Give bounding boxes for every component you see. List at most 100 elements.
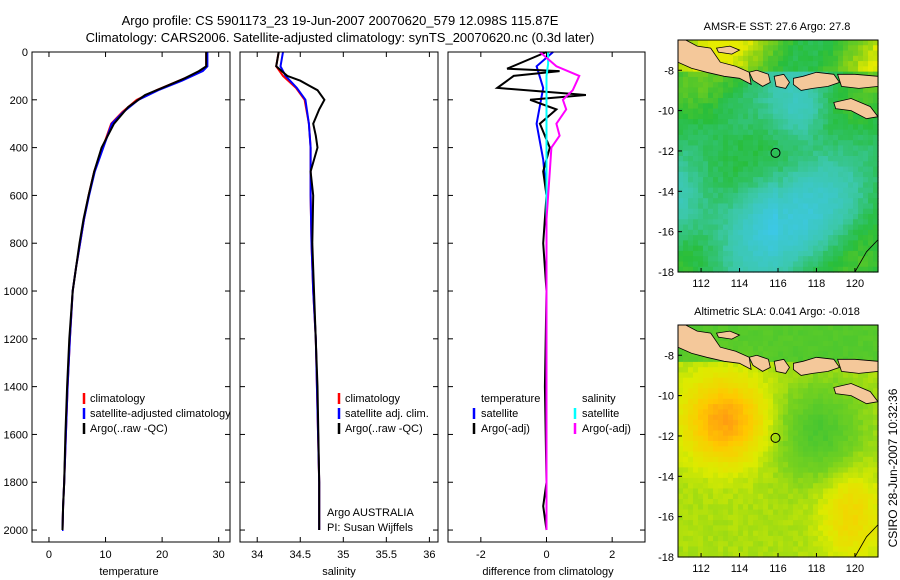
map-cell [868, 383, 874, 389]
map-cell [833, 150, 839, 157]
map-cell [753, 55, 759, 62]
map-cell [713, 409, 719, 416]
map-cell [698, 187, 704, 194]
map-cell [818, 145, 824, 152]
legend-satellite-adjusted: satellite-adjusted climatology [90, 408, 231, 420]
map-cell [803, 224, 809, 231]
y-tick-label: 1400 [4, 382, 28, 394]
map-cell [713, 325, 719, 331]
map-cell [828, 398, 834, 405]
map-cell [773, 488, 779, 495]
map-cell [743, 393, 749, 400]
map-cell [808, 214, 814, 220]
y-tick-label: 400 [10, 143, 28, 155]
map-cell [858, 261, 864, 268]
map-cell [743, 483, 749, 490]
map-cell [803, 330, 809, 337]
map-cell [723, 229, 729, 236]
map-cell [678, 372, 684, 379]
map-cell [823, 398, 829, 405]
map-cell [813, 124, 819, 131]
map-cell [783, 55, 789, 62]
map-cell [723, 156, 729, 162]
map-cell [703, 140, 709, 147]
map-cell [678, 520, 684, 526]
map-cell [863, 171, 869, 178]
map-cell [853, 477, 859, 484]
map-cell [758, 50, 764, 57]
map-cell [708, 419, 714, 426]
map-cell [808, 404, 814, 410]
map-cell [833, 177, 839, 183]
map-cell [853, 55, 859, 62]
map-cell [758, 103, 764, 110]
map-cell [708, 103, 714, 110]
map-cell [768, 335, 774, 342]
map-cell [678, 171, 684, 178]
x-tick-label: 120 [846, 278, 864, 290]
map-cell [783, 61, 789, 67]
map-cell [833, 214, 839, 220]
map-cell [848, 240, 854, 247]
map-cell [698, 541, 704, 548]
map-cell [743, 335, 749, 342]
map-cell [748, 393, 754, 400]
map-cell [778, 335, 784, 342]
map-cell [728, 161, 734, 168]
map-cell [693, 240, 699, 247]
map-cell [698, 208, 704, 215]
map-cell [823, 467, 829, 474]
map-cell [753, 250, 759, 257]
map-cell [823, 187, 829, 194]
map-cell [833, 404, 839, 410]
map-cell [828, 335, 834, 342]
map-cell [768, 361, 774, 368]
map-cell [693, 134, 699, 141]
map-cell [783, 219, 789, 226]
map-cell [753, 551, 759, 558]
map-cell [698, 203, 704, 210]
map-cell [868, 541, 874, 548]
map-cell [733, 76, 739, 83]
map-cell [838, 504, 844, 511]
map-cell [788, 113, 794, 120]
map-cell [843, 514, 849, 521]
map-cell [868, 346, 874, 352]
map-cell [778, 340, 784, 347]
map-cell [678, 245, 684, 252]
map-cell [768, 340, 774, 347]
map-cell [773, 493, 779, 500]
map-cell [723, 187, 729, 194]
map-cell [868, 55, 874, 62]
map-cell [678, 514, 684, 521]
map-cell [733, 203, 739, 210]
map-cell [798, 430, 804, 437]
map-cell [853, 430, 859, 437]
map-cell [768, 161, 774, 168]
map-cell [833, 198, 839, 205]
map-cell [808, 266, 814, 273]
map-cell [743, 119, 749, 125]
map-cell [688, 514, 694, 521]
map-cell [743, 219, 749, 226]
map-cell [678, 393, 684, 400]
map-cell [698, 483, 704, 490]
map-cell [873, 98, 879, 104]
map-cell [693, 171, 699, 178]
map-cell [838, 177, 844, 183]
map-cell [793, 425, 799, 432]
map-cell [713, 451, 719, 458]
map-cell [778, 477, 784, 484]
map-cell [683, 472, 689, 479]
map-cell [788, 124, 794, 131]
map-cell [803, 219, 809, 226]
map-cell [728, 240, 734, 247]
map-cell [828, 229, 834, 236]
map-cell [848, 235, 854, 241]
map-cell [713, 419, 719, 426]
map-cell [753, 467, 759, 474]
map-cell [738, 187, 744, 194]
map-cell [713, 87, 719, 94]
y-tick-label: 0 [22, 47, 28, 59]
map-cell [778, 520, 784, 526]
